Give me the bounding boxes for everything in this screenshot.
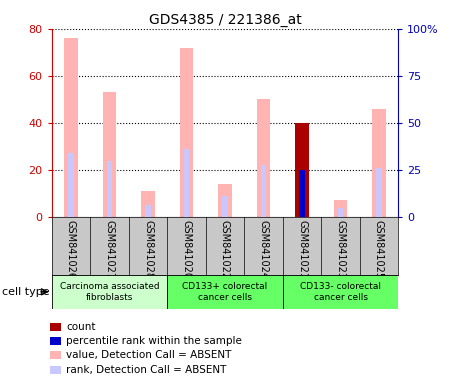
Bar [141,191,155,217]
Bar [52,275,167,309]
Bar [50,351,61,359]
Text: percentile rank within the sample: percentile rank within the sample [67,336,242,346]
Text: GSM841026: GSM841026 [66,220,76,279]
Text: Carcinoma associated
fibroblasts: Carcinoma associated fibroblasts [60,282,159,301]
Bar [167,275,283,309]
Text: GDS4385 / 221386_at: GDS4385 / 221386_at [148,13,302,27]
Text: cell type: cell type [2,287,50,297]
Bar [295,123,309,217]
Bar [50,366,61,374]
Text: GSM841024: GSM841024 [258,220,269,279]
Text: CD133+ colorectal
cancer cells: CD133+ colorectal cancer cells [182,282,268,301]
Text: GSM841023: GSM841023 [336,220,346,279]
Bar [299,170,305,217]
Text: GSM841020: GSM841020 [181,220,192,279]
Bar [218,184,232,217]
Bar [68,154,74,217]
Text: rank, Detection Call = ABSENT: rank, Detection Call = ABSENT [67,365,227,376]
Bar [103,92,116,217]
Text: GSM841028: GSM841028 [143,220,153,279]
Text: value, Detection Call = ABSENT: value, Detection Call = ABSENT [67,350,232,360]
Text: GSM841025: GSM841025 [374,220,384,279]
Bar [184,149,189,217]
Bar [50,337,61,345]
Text: GSM841021: GSM841021 [297,220,307,279]
Bar [376,167,382,217]
Bar [257,99,270,217]
Bar [334,200,347,217]
Bar [338,208,343,217]
Bar [372,109,386,217]
Bar [180,48,193,217]
Bar [64,38,78,217]
Bar [50,323,61,331]
Bar [107,161,112,217]
Bar [261,165,266,217]
Text: GSM841022: GSM841022 [220,220,230,279]
Bar [283,275,398,309]
Bar [145,205,151,217]
Text: count: count [67,322,96,332]
Text: GSM841027: GSM841027 [104,220,114,279]
Bar [222,196,228,217]
Text: CD133- colorectal
cancer cells: CD133- colorectal cancer cells [300,282,381,301]
